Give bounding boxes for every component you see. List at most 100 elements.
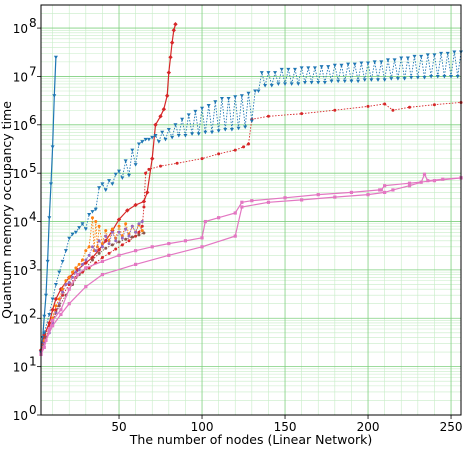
data-point	[81, 258, 85, 262]
data-point	[391, 108, 395, 112]
data-point	[422, 76, 427, 80]
data-point	[299, 66, 304, 70]
data-point	[183, 134, 188, 138]
data-point	[283, 196, 287, 200]
data-point	[114, 236, 118, 240]
y-tick-exponent: 0	[29, 403, 37, 417]
y-tick-label: 10	[13, 264, 28, 278]
data-point	[60, 259, 65, 264]
data-point	[233, 234, 237, 238]
data-point	[47, 320, 52, 326]
data-point	[180, 117, 185, 122]
data-point	[349, 79, 354, 84]
data-point	[170, 135, 175, 140]
data-point	[110, 227, 114, 231]
data-point	[242, 145, 246, 149]
data-point	[43, 293, 48, 298]
data-point	[64, 279, 68, 283]
data-point	[316, 80, 321, 85]
series-7	[39, 176, 463, 356]
data-point	[312, 66, 317, 70]
data-point	[399, 56, 404, 61]
data-point	[382, 78, 387, 82]
data-point	[107, 242, 111, 246]
data-point	[163, 137, 168, 142]
data-point	[412, 54, 417, 59]
data-point	[233, 95, 238, 99]
y-tick-exponent: 8	[29, 16, 37, 30]
data-point	[352, 62, 357, 67]
data-point	[372, 60, 377, 64]
data-point	[326, 65, 331, 69]
data-point	[408, 105, 412, 109]
data-point	[452, 50, 457, 55]
data-point	[87, 253, 91, 257]
data-point	[266, 200, 271, 204]
data-point	[104, 234, 108, 238]
data-point	[59, 308, 63, 312]
x-tick-label: 200	[357, 420, 380, 434]
y-tick-label: 10	[13, 119, 28, 133]
data-point	[217, 152, 221, 156]
data-point	[134, 249, 138, 253]
data-point	[223, 127, 228, 132]
data-point	[250, 199, 254, 203]
data-point	[93, 207, 98, 212]
data-point	[67, 275, 71, 279]
data-point	[213, 100, 218, 104]
data-point	[84, 266, 88, 270]
data-point	[97, 224, 101, 228]
data-point	[42, 314, 47, 319]
data-point	[176, 134, 181, 138]
data-point	[71, 270, 75, 274]
data-point	[247, 142, 251, 146]
data-point	[137, 222, 141, 226]
series-layer	[38, 22, 463, 356]
data-point	[300, 112, 304, 116]
data-point	[333, 195, 337, 199]
x-axis-ticks: 50 100 150 200 250	[111, 415, 462, 434]
y-tick-exponent: 1	[29, 355, 37, 369]
data-point	[146, 137, 151, 142]
data-point	[100, 256, 104, 260]
data-point	[379, 60, 384, 64]
x-axis-label: The number of nodes (Linear Network)	[129, 432, 372, 447]
data-point	[269, 83, 274, 88]
data-point	[391, 188, 395, 192]
data-point	[42, 331, 47, 335]
data-point	[319, 65, 324, 69]
data-point	[107, 179, 112, 183]
data-point	[104, 229, 108, 233]
data-point	[302, 80, 307, 85]
data-point	[120, 176, 125, 180]
data-point	[57, 304, 61, 308]
x-tick-label: 50	[111, 420, 126, 434]
data-point	[329, 79, 334, 84]
data-point	[81, 262, 85, 266]
data-point	[47, 327, 51, 331]
data-point	[124, 222, 128, 226]
data-point	[83, 227, 88, 232]
data-point	[316, 193, 320, 197]
data-point	[229, 127, 234, 132]
data-point	[74, 266, 78, 270]
data-point	[124, 227, 128, 231]
data-point	[100, 182, 105, 186]
data-point	[136, 142, 141, 147]
data-point	[126, 173, 131, 178]
data-point	[53, 296, 59, 302]
data-point	[77, 226, 82, 230]
data-point	[249, 119, 254, 123]
data-point	[339, 63, 344, 68]
y-tick-label: 10	[13, 361, 28, 375]
data-point	[322, 80, 327, 85]
data-point	[104, 246, 108, 250]
data-point	[175, 161, 179, 165]
data-point	[114, 239, 118, 243]
data-point	[117, 240, 121, 244]
data-point	[309, 80, 314, 85]
data-point	[107, 251, 111, 255]
data-point	[366, 193, 370, 197]
